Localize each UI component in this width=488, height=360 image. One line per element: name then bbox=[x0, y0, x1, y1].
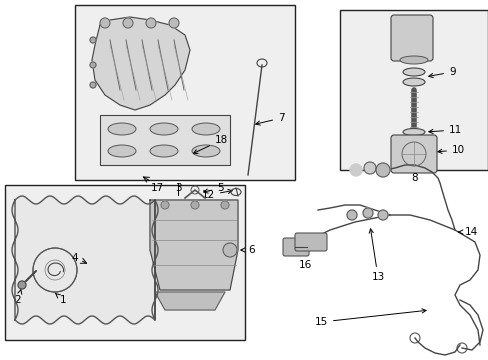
Circle shape bbox=[346, 210, 356, 220]
Text: 9: 9 bbox=[428, 67, 455, 78]
FancyBboxPatch shape bbox=[390, 135, 436, 173]
FancyBboxPatch shape bbox=[339, 10, 487, 170]
Ellipse shape bbox=[108, 123, 136, 135]
Text: 5: 5 bbox=[203, 183, 223, 193]
Circle shape bbox=[169, 18, 179, 28]
Text: 17: 17 bbox=[150, 183, 163, 193]
Circle shape bbox=[100, 18, 110, 28]
Text: 1: 1 bbox=[55, 293, 66, 305]
Circle shape bbox=[349, 164, 361, 176]
Ellipse shape bbox=[150, 145, 178, 157]
Ellipse shape bbox=[150, 123, 178, 135]
Circle shape bbox=[123, 18, 133, 28]
Ellipse shape bbox=[402, 129, 424, 135]
Polygon shape bbox=[12, 196, 158, 324]
Circle shape bbox=[90, 62, 96, 68]
Circle shape bbox=[18, 281, 26, 289]
Text: 13: 13 bbox=[368, 229, 384, 282]
Text: 6: 6 bbox=[241, 245, 254, 255]
FancyBboxPatch shape bbox=[5, 185, 244, 340]
Text: 15: 15 bbox=[314, 309, 425, 327]
Text: 14: 14 bbox=[458, 227, 477, 237]
Text: 2: 2 bbox=[15, 289, 22, 305]
Text: 10: 10 bbox=[437, 145, 464, 155]
Circle shape bbox=[375, 163, 389, 177]
Circle shape bbox=[90, 37, 96, 43]
Ellipse shape bbox=[399, 56, 427, 64]
Circle shape bbox=[191, 201, 199, 209]
Polygon shape bbox=[92, 17, 190, 110]
Ellipse shape bbox=[192, 123, 220, 135]
Polygon shape bbox=[155, 292, 224, 310]
Text: 16: 16 bbox=[298, 251, 311, 270]
Text: 3: 3 bbox=[175, 183, 181, 193]
Text: 7: 7 bbox=[255, 113, 284, 125]
Circle shape bbox=[146, 18, 156, 28]
Text: 11: 11 bbox=[428, 125, 461, 135]
Text: 8: 8 bbox=[411, 173, 417, 183]
Circle shape bbox=[33, 248, 77, 292]
Ellipse shape bbox=[108, 145, 136, 157]
FancyBboxPatch shape bbox=[75, 5, 294, 180]
Ellipse shape bbox=[192, 145, 220, 157]
Text: 18: 18 bbox=[193, 135, 228, 153]
Circle shape bbox=[221, 201, 228, 209]
Circle shape bbox=[161, 201, 169, 209]
Bar bbox=[100, 115, 229, 165]
Circle shape bbox=[363, 162, 375, 174]
FancyBboxPatch shape bbox=[294, 233, 326, 251]
FancyBboxPatch shape bbox=[283, 238, 308, 256]
Circle shape bbox=[223, 243, 237, 257]
Ellipse shape bbox=[402, 68, 424, 76]
Circle shape bbox=[377, 210, 387, 220]
Ellipse shape bbox=[402, 78, 424, 86]
Polygon shape bbox=[150, 200, 238, 290]
Circle shape bbox=[90, 82, 96, 88]
Text: 12: 12 bbox=[202, 189, 232, 200]
Text: 4: 4 bbox=[72, 253, 78, 263]
FancyBboxPatch shape bbox=[390, 15, 432, 61]
Circle shape bbox=[362, 208, 372, 218]
